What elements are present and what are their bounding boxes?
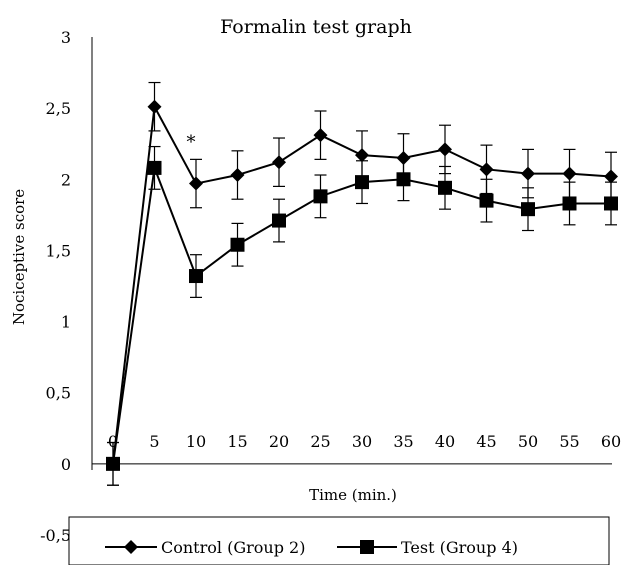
test-point bbox=[189, 269, 203, 284]
test-point bbox=[355, 175, 369, 190]
x-tick-label: 35 bbox=[393, 432, 413, 451]
legend-control-label: Control (Group 2) bbox=[161, 538, 305, 557]
legend-box bbox=[68, 516, 610, 565]
error-bars bbox=[107, 81, 617, 486]
y-tick-label: 2,5 bbox=[46, 99, 71, 118]
legend-test-label: Test (Group 4) bbox=[401, 538, 518, 557]
legend-test-marker bbox=[360, 540, 374, 554]
y-tick-label: 0,5 bbox=[46, 384, 71, 403]
control-point bbox=[189, 176, 203, 191]
test-point bbox=[562, 196, 577, 211]
y-tick-label: -0,5 bbox=[40, 526, 71, 545]
test-point bbox=[521, 202, 535, 217]
control-point bbox=[562, 166, 577, 181]
control-point bbox=[521, 166, 535, 181]
y-axis-title: Nociceptive score bbox=[10, 189, 28, 325]
annotations: * bbox=[187, 132, 196, 153]
x-tick-label: 60 bbox=[601, 432, 621, 451]
test-point bbox=[604, 196, 618, 211]
x-tick-label: 50 bbox=[518, 432, 538, 451]
y-tick-label: 1 bbox=[61, 313, 71, 332]
test-series-line bbox=[112, 163, 611, 464]
y-tick-label: 1,5 bbox=[46, 241, 71, 260]
control-point bbox=[313, 128, 328, 143]
x-tick-label: 55 bbox=[559, 432, 579, 451]
data-markers bbox=[106, 99, 618, 471]
test-point bbox=[479, 193, 494, 208]
test-point bbox=[147, 160, 162, 175]
test-point bbox=[106, 456, 120, 471]
control-point bbox=[479, 162, 494, 177]
test-point bbox=[230, 237, 245, 252]
x-tick-label: 10 bbox=[186, 432, 206, 451]
x-tick-label: 20 bbox=[269, 432, 289, 451]
x-tick-label: 30 bbox=[352, 432, 372, 451]
x-tick-label: 15 bbox=[227, 432, 247, 451]
y-tick-label: 0 bbox=[61, 455, 71, 474]
chart-title: Formalin test graph bbox=[220, 16, 412, 38]
control-point bbox=[396, 150, 411, 165]
control-point bbox=[355, 148, 369, 163]
x-tick-label: 40 bbox=[435, 432, 455, 451]
axes: -0,500,511,522,530 5 10 15 20 25 30 35 40 45 50 55 6… bbox=[40, 28, 621, 545]
y-tick-label: 2 bbox=[61, 170, 71, 189]
y-tick-label: 3 bbox=[61, 28, 71, 47]
x-tick-label: 5 bbox=[149, 432, 159, 451]
control-point bbox=[230, 168, 245, 183]
control-point bbox=[272, 155, 286, 170]
control-point bbox=[438, 142, 452, 157]
test-point bbox=[272, 213, 286, 228]
control-point bbox=[147, 99, 162, 114]
x-tick-label: 25 bbox=[310, 432, 330, 451]
test-point bbox=[396, 172, 411, 187]
legend-control-marker bbox=[124, 540, 138, 554]
x-tick-label: 45 bbox=[476, 432, 496, 451]
control-point bbox=[604, 169, 618, 184]
test-point bbox=[313, 189, 328, 204]
legend: Control (Group 2) Test (Group 4) bbox=[68, 516, 610, 565]
significance-asterisk: * bbox=[187, 132, 196, 153]
x-tick-label: 0 bbox=[108, 432, 118, 451]
x-axis-title: Time (min.) bbox=[309, 486, 397, 504]
test-point bbox=[438, 180, 452, 195]
